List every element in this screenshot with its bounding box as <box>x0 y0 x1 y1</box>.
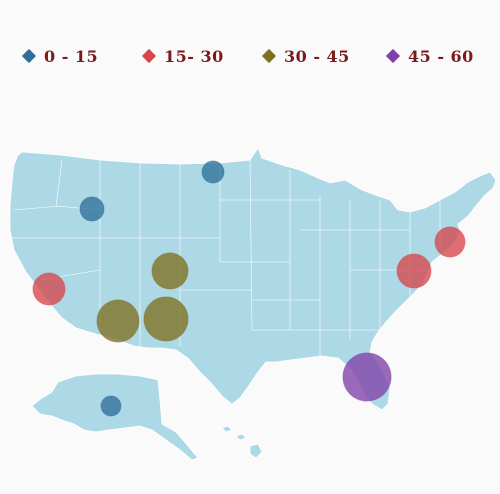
bubble-utah[interactable] <box>151 252 189 290</box>
data-bubbles <box>32 160 466 417</box>
bubble-north-dakota[interactable] <box>201 160 225 184</box>
state-borders <box>10 159 441 356</box>
legend-item-15-30[interactable]: 15- 30 <box>141 43 224 69</box>
bubble-california[interactable] <box>32 272 66 306</box>
hawaii-region[interactable] <box>221 425 263 459</box>
legend-item-45-60[interactable]: 45 - 60 <box>385 43 474 69</box>
legend-label: 15- 30 <box>164 46 224 66</box>
bubble-arizona[interactable] <box>96 299 140 343</box>
bubble-alaska[interactable] <box>100 395 122 417</box>
bubble-new-mexico[interactable] <box>143 296 189 342</box>
bubble-virginia[interactable] <box>396 253 432 289</box>
legend-label: 30 - 45 <box>284 46 350 66</box>
legend: 0 - 15 15- 30 30 - 45 45 - 60 <box>21 43 484 69</box>
legend-item-0-15[interactable]: 0 - 15 <box>21 43 99 69</box>
bubble-new-jersey[interactable] <box>434 226 466 258</box>
bubble-florida[interactable] <box>342 352 392 402</box>
contiguous-us-region[interactable] <box>9 147 497 411</box>
legend-label: 45 - 60 <box>408 46 474 66</box>
alaska-region[interactable] <box>31 373 199 461</box>
bubble-idaho[interactable] <box>79 196 105 222</box>
map-land <box>9 147 497 461</box>
legend-label: 0 - 15 <box>44 46 99 66</box>
legend-item-30-45[interactable]: 30 - 45 <box>261 43 350 69</box>
